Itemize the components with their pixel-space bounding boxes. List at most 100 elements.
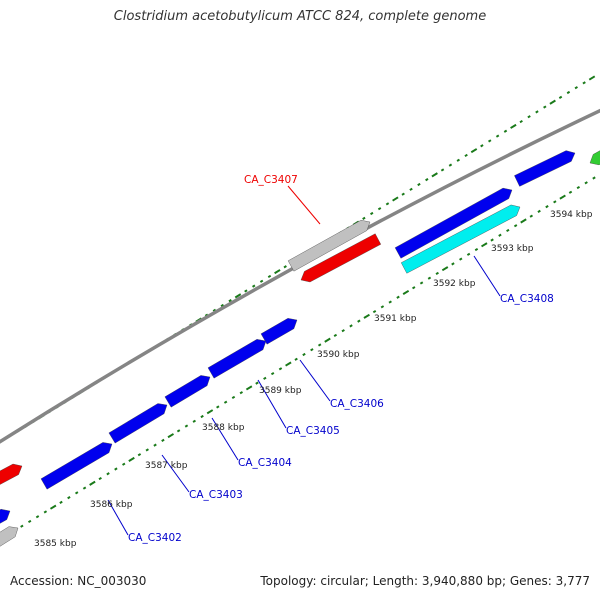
inner-coordinate-tick <box>167 433 175 439</box>
gene-ca-c3407 <box>300 233 382 283</box>
accession-text: Accession: NC_003030 <box>10 574 147 588</box>
gene-forward-3594 <box>514 150 576 187</box>
gene-offscreen-left-forward <box>0 508 11 524</box>
gene-offscreen-right <box>589 150 600 166</box>
inner-coordinate-tick <box>396 295 400 299</box>
inner-coordinate-tick <box>239 391 244 395</box>
inner-coordinate-tick <box>451 262 455 266</box>
outer-coordinate-tick <box>456 158 460 162</box>
inner-coordinate-tick <box>490 238 494 242</box>
inner-coordinate-tick <box>553 200 557 204</box>
outer-coordinate-tick <box>409 187 413 191</box>
inner-coordinate-tick <box>520 218 527 224</box>
outer-coordinate-tick <box>431 172 438 178</box>
outer-coordinate-tick <box>549 99 556 105</box>
genome-backbone <box>0 108 600 444</box>
inner-coordinate-tick <box>223 400 228 404</box>
inner-coordinate-tick <box>59 500 63 504</box>
gene-label-ca-c3403[interactable]: CA_C3403 <box>189 489 243 501</box>
scale-label-3588: 3588 kbp <box>202 423 245 433</box>
inner-coordinate-tick <box>324 337 331 343</box>
outer-coordinate-tick <box>558 95 563 99</box>
inner-coordinate-tick <box>49 504 57 510</box>
outer-coordinate-tick <box>425 178 429 182</box>
gene-ca-c3408 <box>400 204 521 274</box>
outer-coordinate-tick <box>535 110 539 114</box>
outer-coordinate-tick <box>220 303 224 308</box>
inner-coordinate-tick <box>270 371 275 376</box>
inner-coordinate-tick <box>427 276 432 280</box>
gene-ca-c3403 <box>108 403 168 444</box>
inner-coordinate-tick <box>176 429 181 433</box>
map-title: Clostridium acetobutylicum ATCC 824, com… <box>113 9 487 24</box>
scale-label-3590: 3590 kbp <box>317 350 360 360</box>
gene-offscreen-left-rna <box>0 526 19 547</box>
leader-ca-c3407 <box>287 185 321 225</box>
outer-coordinate-tick <box>527 115 531 119</box>
inner-coordinate-tick <box>466 252 471 256</box>
outer-coordinate-tick <box>385 202 390 206</box>
label-leader-lines <box>107 185 501 536</box>
outer-coordinate-tick <box>543 105 547 109</box>
inner-coordinate-tick <box>98 476 102 481</box>
outer-coordinate-tick <box>582 81 586 85</box>
inner-coordinate-tick <box>537 209 541 213</box>
inner-coordinate-tick <box>153 443 157 447</box>
inner-coordinate-tick <box>20 524 24 528</box>
inner-coordinate-tick <box>380 305 385 309</box>
inner-coordinate-tick <box>498 233 502 237</box>
inner-coordinate-tick <box>206 409 214 415</box>
inner-coordinate-tick <box>245 385 253 391</box>
inner-coordinate-tick <box>435 271 439 275</box>
outer-coordinate-tick <box>574 86 578 90</box>
outer-coordinate-tick <box>274 269 281 275</box>
inner-coordinate-tick <box>402 289 410 296</box>
inner-coordinate-tick <box>43 510 48 514</box>
gene-label-ca-c3404[interactable]: CA_C3404 <box>238 457 292 469</box>
outer-coordinate-tick <box>244 289 248 293</box>
outer-coordinate-tick <box>228 299 232 303</box>
inner-coordinate-tick <box>419 281 424 285</box>
outer-coordinate-tick <box>440 168 445 172</box>
outer-coordinate-tick <box>470 148 478 154</box>
outer-coordinate-tick <box>401 192 405 196</box>
outer-coordinate-tick <box>283 265 287 269</box>
inner-coordinate-tick <box>317 343 322 347</box>
inner-coordinate-tick <box>568 190 573 194</box>
inner-coordinate-tick <box>441 266 449 272</box>
inner-coordinate-tick <box>576 185 581 190</box>
gene-label-ca-c3406[interactable]: CA_C3406 <box>330 398 384 410</box>
inner-coordinate-tick <box>363 313 370 319</box>
outer-coordinate-tick <box>252 284 256 288</box>
inner-coordinate-tick <box>559 194 566 200</box>
inner-coordinate-tick <box>357 319 361 323</box>
leader-ca-c3406 <box>299 359 331 402</box>
scale-label-3593: 3593 kbp <box>491 244 534 254</box>
scale-label-3586: 3586 kbp <box>90 500 133 510</box>
leader-ca-c3403 <box>161 454 190 493</box>
inner-coordinate-tick <box>592 176 596 180</box>
outer-coordinate-tick <box>495 134 500 138</box>
leader-ca-c3404 <box>211 417 239 461</box>
scale-label-3585: 3585 kbp <box>34 539 77 549</box>
outer-coordinate-tick <box>464 153 468 158</box>
inner-coordinate-tick <box>294 357 298 361</box>
inner-coordinate-tick <box>481 242 488 248</box>
outer-coordinate-tick <box>362 216 366 220</box>
inner-coordinate-tick <box>27 519 32 524</box>
inner-coordinate-tick <box>412 286 416 290</box>
inner-coordinate-tick <box>506 228 510 233</box>
inner-coordinate-tick <box>114 467 118 471</box>
genome-summary-text: Topology: circular; Length: 3,940,880 bp… <box>260 574 590 588</box>
outer-coordinate-tick <box>519 119 523 124</box>
leader-ca-c3402 <box>107 499 129 536</box>
gene-label-ca-c3407[interactable]: CA_C3407 <box>244 174 298 186</box>
scale-label-3592: 3592 kbp <box>433 279 476 289</box>
outer-coordinate-tick <box>267 274 272 279</box>
gene-label-ca-c3408[interactable]: CA_C3408 <box>500 293 554 305</box>
gene-label-ca-c3405[interactable]: CA_C3405 <box>286 425 340 437</box>
inner-coordinate-tick <box>216 405 220 409</box>
inner-coordinate-tick <box>74 491 79 495</box>
inner-coordinate-tick <box>200 414 204 419</box>
gene-label-ca-c3402[interactable]: CA_C3402 <box>128 532 182 544</box>
